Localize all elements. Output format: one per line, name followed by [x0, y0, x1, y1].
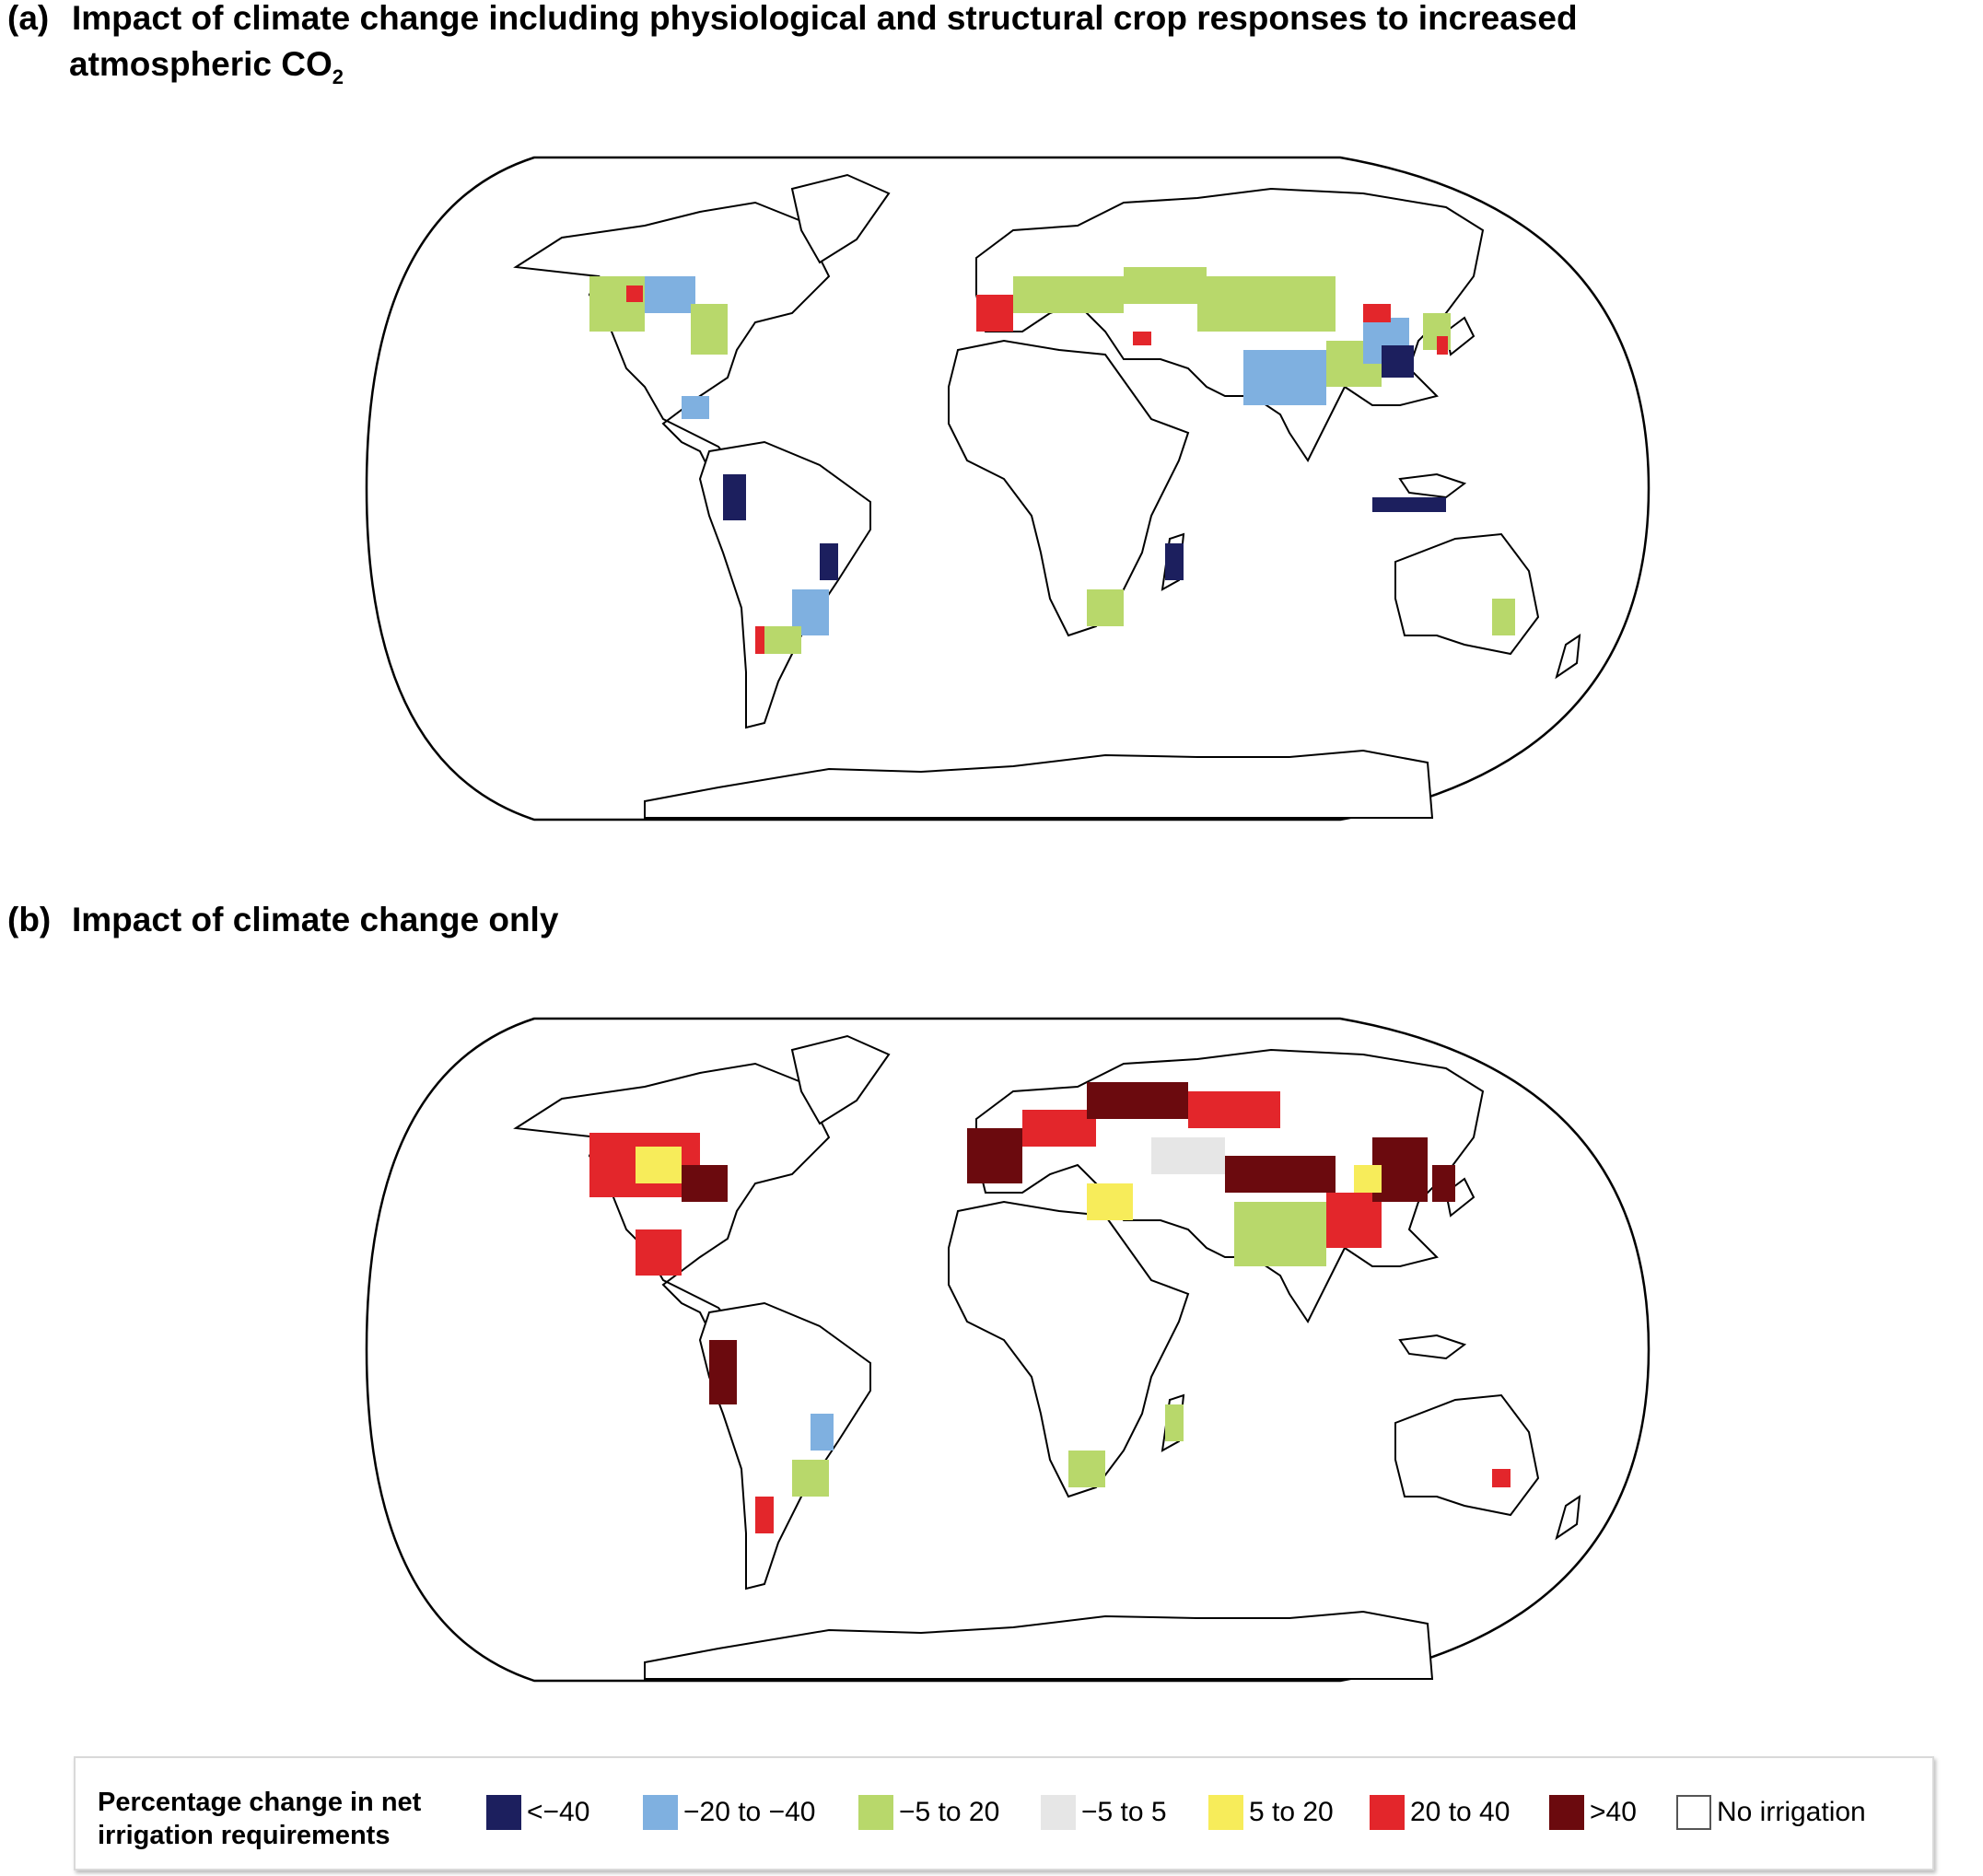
legend-swatch [486, 1795, 521, 1830]
legend-item-20-to-40: 20 to 40 [1370, 1793, 1510, 1832]
world-map-b [365, 1017, 1651, 1683]
legend-title: Percentage change in net irrigation requ… [98, 1788, 422, 1850]
legend-item-no-irrigation: No irrigation [1676, 1793, 1866, 1832]
legend-swatch [1676, 1795, 1711, 1830]
legend-swatch [858, 1795, 893, 1830]
irrigation-change-b [589, 1082, 1511, 1533]
legend-item-minus-5-to-5: −5 to 5 [1041, 1793, 1167, 1832]
legend-label: −5 to 20 [899, 1797, 1000, 1827]
panel-a-title-line2: atmospheric CO2 [69, 42, 344, 99]
panel-b-title: (b) Impact of climate change only [7, 898, 558, 941]
legend-swatch [643, 1795, 678, 1830]
panel-a-tag: (a) [7, 0, 50, 37]
legend-item-lt-minus-40: <−40 [486, 1793, 589, 1832]
legend-label: −20 to −40 [683, 1797, 816, 1827]
legend-item-gt-40: >40 [1549, 1793, 1637, 1832]
irrigation-change-a [589, 267, 1515, 654]
panel-b-title-text: Impact of climate change only [72, 901, 559, 938]
legend-swatch [1208, 1795, 1243, 1830]
world-map-a [365, 156, 1651, 821]
panel-b-tag: (b) [7, 901, 52, 938]
legend-label: No irrigation [1717, 1797, 1866, 1827]
panel-a-title: (a) Impact of climate change including ph… [7, 0, 1578, 40]
legend-label: <−40 [527, 1797, 590, 1827]
co2-subscript: 2 [332, 65, 344, 88]
legend-swatch [1549, 1795, 1584, 1830]
legend: Percentage change in net irrigation requ… [74, 1756, 1934, 1870]
legend-item-5-to-20: 5 to 20 [1208, 1793, 1334, 1832]
panel-a-title-line2-text: atmospheric CO [69, 45, 332, 83]
legend-swatch [1041, 1795, 1076, 1830]
legend-label: −5 to 5 [1081, 1797, 1167, 1827]
legend-label: 20 to 40 [1410, 1797, 1511, 1827]
legend-label: 5 to 20 [1249, 1797, 1334, 1827]
legend-swatch [1370, 1795, 1405, 1830]
panel-a-title-line1: Impact of climate change including physi… [72, 0, 1578, 37]
legend-item-minus-5-to-20: −5 to 20 [858, 1793, 999, 1832]
legend-item-minus-20-to-minus-40: −20 to −40 [643, 1793, 815, 1832]
legend-label: >40 [1590, 1797, 1637, 1827]
